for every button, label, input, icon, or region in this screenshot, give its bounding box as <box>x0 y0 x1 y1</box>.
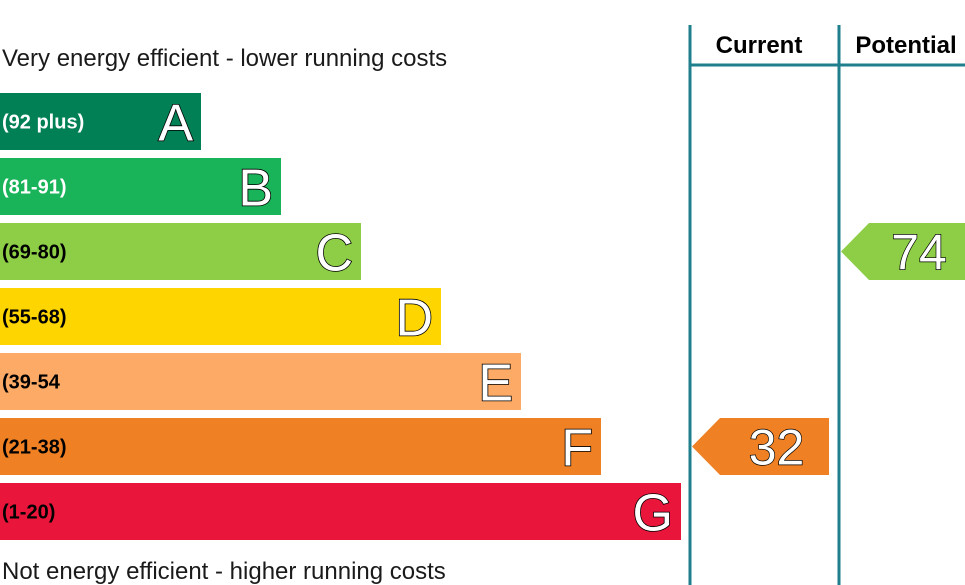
band-d-letter: D <box>395 290 433 348</box>
band-f-bar <box>0 418 601 475</box>
band-d-range: (55-68) <box>2 307 66 329</box>
current-rating-value: 32 <box>749 420 805 476</box>
band-b-letter: B <box>238 160 273 218</box>
band-c: (69-80) C <box>0 223 361 283</box>
potential-rating-arrow <box>841 223 965 280</box>
rating-markers: 32 74 <box>692 223 965 476</box>
band-c-bar <box>0 223 361 280</box>
potential-rating-value: 74 <box>891 225 947 281</box>
band-g: (1-20) G <box>0 483 681 543</box>
band-b: (81-91) B <box>0 158 281 218</box>
band-e-bar <box>0 353 521 410</box>
band-c-letter: C <box>315 225 353 283</box>
band-b-range: (81-91) <box>2 177 66 199</box>
band-g-bar <box>0 483 681 540</box>
band-e: (39-54 E <box>0 353 521 413</box>
band-a-range: (92 plus) <box>2 112 84 134</box>
current-column-header: Current <box>716 32 803 59</box>
band-g-range: (1-20) <box>2 502 55 524</box>
band-c-range: (69-80) <box>2 242 66 264</box>
current-rating: 32 <box>692 418 829 476</box>
potential-rating: 74 <box>841 223 965 281</box>
band-a-letter: A <box>158 95 193 153</box>
top-caption: Very energy efficient - lower running co… <box>2 45 447 72</box>
band-e-letter: E <box>478 355 513 413</box>
potential-column-header: Potential <box>855 32 956 59</box>
band-d: (55-68) D <box>0 288 441 348</box>
band-g-letter: G <box>633 485 673 543</box>
bottom-caption: Not energy efficient - higher running co… <box>2 558 446 585</box>
band-a: (92 plus) A <box>0 93 201 153</box>
band-d-bar <box>0 288 441 345</box>
band-f-letter: F <box>561 420 593 478</box>
rating-bands: (92 plus) A(81-91) B(69-80) C(55-68) D(39-54… <box>0 93 681 543</box>
band-e-range: (39-54 <box>2 372 61 394</box>
band-f: (21-38) F <box>0 418 601 478</box>
band-a-bar <box>0 93 201 150</box>
band-b-bar <box>0 158 281 215</box>
band-f-range: (21-38) <box>2 437 66 459</box>
current-rating-arrow <box>692 418 829 475</box>
